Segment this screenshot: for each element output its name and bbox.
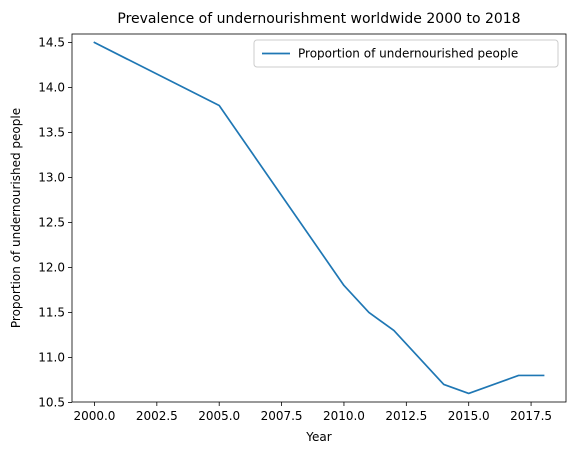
x-tick-label: 2005.0: [198, 409, 240, 423]
x-tick-label: 2002.5: [136, 409, 178, 423]
y-tick-label: 13.0: [38, 171, 65, 185]
y-tick-label: 11.0: [38, 350, 65, 364]
chart-title: Prevalence of undernourishment worldwide…: [117, 11, 520, 27]
y-tick-label: 12.0: [38, 260, 65, 274]
y-tick-label: 10.5: [38, 395, 65, 409]
y-tick-label: 14.0: [38, 81, 65, 95]
x-tick-label: 2012.5: [385, 409, 427, 423]
legend: Proportion of undernourished people: [254, 40, 558, 67]
x-tick-label: 2010.0: [323, 409, 365, 423]
y-tick-label: 12.5: [38, 215, 65, 229]
x-tick-label: 2007.5: [261, 409, 303, 423]
legend-label: Proportion of undernourished people: [298, 47, 518, 61]
y-axis-title: Proportion of undernourished people: [9, 108, 23, 328]
y-tick-label: 11.5: [38, 305, 65, 319]
x-tick-label: 2000.0: [73, 409, 115, 423]
x-tick-label: 2017.5: [510, 409, 552, 423]
x-axis-title: Year: [305, 430, 331, 444]
y-tick-label: 14.5: [38, 36, 65, 50]
y-tick-label: 13.5: [38, 126, 65, 140]
x-tick-label: 2015.0: [448, 409, 490, 423]
